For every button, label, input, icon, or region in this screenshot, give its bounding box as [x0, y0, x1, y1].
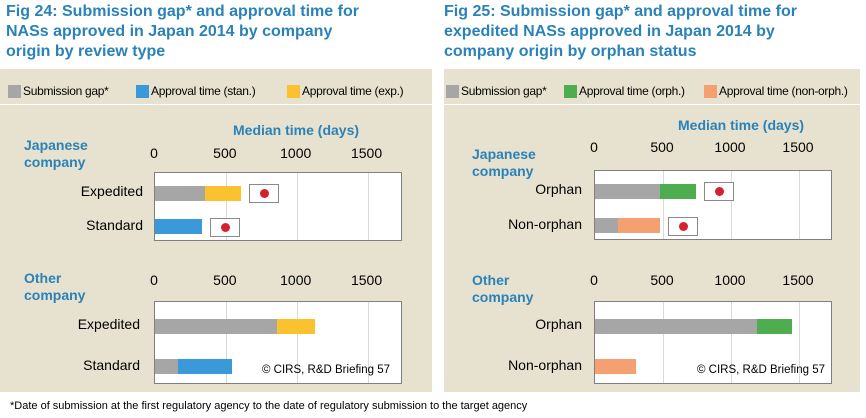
x-tick-label: 1000 [714, 272, 746, 288]
legend-divider [0, 104, 432, 105]
x-tick-label: 0 [150, 272, 158, 288]
japan-flag-icon [249, 184, 280, 203]
x-tick-label: 0 [150, 145, 158, 161]
x-tick-label: 1500 [350, 145, 383, 161]
x-tick-label: 500 [213, 272, 237, 288]
gridline [799, 302, 800, 383]
category-label: Non-orphan [508, 356, 582, 373]
legend-swatch-orange [704, 84, 717, 98]
bar-segment [155, 219, 202, 235]
plot-area [594, 301, 832, 384]
bar-segment [595, 183, 661, 199]
legend-label: Approval time (stan.) [151, 84, 256, 98]
bar-segment [618, 218, 661, 234]
plot-area [154, 172, 402, 241]
x-tick-label: 1500 [782, 139, 814, 155]
gridline [663, 171, 664, 239]
bar-segment [155, 318, 277, 334]
bar-segment [155, 359, 178, 375]
group-label: Other company [472, 272, 534, 305]
japan-flag-icon [703, 182, 734, 202]
legend-label: Submission gap* [461, 84, 547, 98]
x-tick-label: 500 [650, 139, 674, 155]
legend-label: Approval time (non-orph.) [719, 84, 848, 98]
plot-area [154, 301, 402, 384]
fig-25-legend: Submission gap* Approval time (orph.) Ap… [444, 80, 860, 102]
copyright-note-fig25: © CIRS, R&D Briefing 57 [697, 364, 825, 376]
bar-segment [595, 218, 619, 234]
legend-label: Approval time (orph.) [579, 84, 685, 98]
legend-item-approval-non-orphan: Approval time (non-orph.) [704, 84, 848, 98]
category-label: Orphan [535, 181, 582, 198]
category-label: Non-orphan [508, 215, 582, 232]
legend-swatch-gray [446, 84, 459, 98]
bar-segment [756, 318, 793, 334]
plot-area [594, 170, 832, 240]
x-tick-label: 1000 [280, 272, 312, 288]
category-label: Standard [83, 356, 140, 373]
legend-label: Approval time (exp.) [302, 84, 404, 98]
legend-item-submission-gap: Submission gap* [8, 84, 109, 98]
japan-flag-icon [668, 216, 699, 236]
x-tick-label: 0 [590, 272, 598, 288]
legend-label: Submission gap* [23, 84, 109, 98]
fig-24-title: Fig 24: Submission gap* and approval tim… [6, 3, 359, 60]
bar-segment [595, 359, 636, 375]
gridline [799, 171, 800, 239]
group-label: Other company [24, 270, 86, 303]
gridline [367, 302, 369, 383]
legend-swatch-yellow [287, 84, 300, 98]
gridline [296, 302, 298, 383]
x-tick-label: 1500 [782, 272, 814, 288]
bar-segment [155, 185, 205, 201]
fig-25-title: Fig 25: Submission gap* and approval tim… [444, 3, 797, 60]
legend-swatch-blue [136, 84, 149, 98]
bar-segment [660, 183, 696, 199]
flag-dot [714, 187, 724, 197]
category-label: Expedited [80, 183, 143, 199]
bar-segment [276, 318, 316, 334]
japan-flag-icon [209, 217, 240, 237]
x-tick-label: 1000 [714, 139, 746, 155]
gridline [296, 173, 298, 240]
gridline [663, 302, 664, 383]
x-tick-label: 1000 [280, 145, 312, 161]
gridline [225, 173, 227, 240]
bar-segment [177, 359, 232, 375]
x-tick-label: 1500 [350, 272, 383, 288]
fig-24-legend: Submission gap* Approval time (stan.) Ap… [0, 80, 432, 102]
legend-swatch-green [564, 84, 577, 98]
legend-swatch-gray [8, 84, 21, 98]
category-label: Expedited [77, 316, 140, 333]
x-tick-label: 0 [590, 139, 598, 155]
bar-segment [595, 318, 757, 334]
legend-item-approval-expedited: Approval time (exp.) [287, 84, 404, 98]
legend-divider [444, 104, 860, 105]
copyright-note-fig24: © CIRS, R&D Briefing 57 [262, 364, 390, 376]
x-axis-title: Median time (days) [678, 117, 805, 133]
gridline [731, 171, 732, 239]
legend-item-approval-orphan: Approval time (orph.) [564, 84, 685, 98]
flag-dot [220, 222, 230, 232]
category-label: Orphan [535, 316, 582, 333]
legend-item-submission-gap: Submission gap* [446, 84, 547, 98]
flag-dot [260, 189, 270, 198]
bar-segment [204, 185, 242, 201]
x-axis-title: Median time (days) [233, 122, 360, 138]
gridline [225, 302, 227, 383]
category-label: Standard [86, 216, 143, 233]
x-tick-label: 500 [650, 272, 674, 288]
group-label: Japanese company [472, 146, 536, 179]
x-tick-label: 500 [213, 145, 237, 161]
footnote: *Date of submission at the first regulat… [10, 400, 528, 412]
gridline [367, 173, 369, 240]
legend-item-approval-standard: Approval time (stan.) [136, 84, 256, 98]
flag-dot [679, 221, 689, 231]
group-label: Japanese company [24, 137, 88, 170]
gridline [731, 302, 732, 383]
